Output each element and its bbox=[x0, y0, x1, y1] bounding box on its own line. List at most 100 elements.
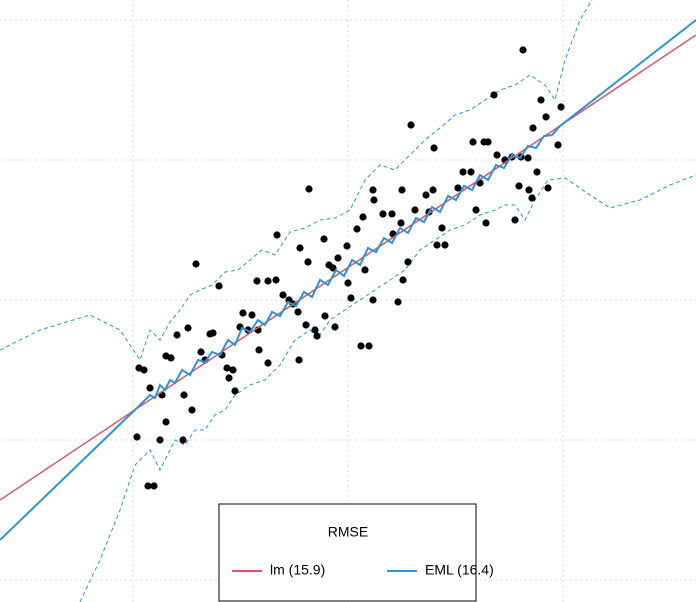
point bbox=[379, 210, 387, 218]
point bbox=[331, 323, 339, 331]
point bbox=[253, 277, 261, 285]
point bbox=[404, 258, 412, 266]
point bbox=[313, 332, 321, 340]
point bbox=[511, 216, 519, 224]
point bbox=[162, 418, 170, 426]
point bbox=[321, 312, 329, 320]
point bbox=[180, 391, 188, 399]
point bbox=[557, 103, 565, 111]
point bbox=[361, 266, 369, 274]
point bbox=[554, 141, 562, 149]
point bbox=[472, 206, 480, 214]
point bbox=[537, 96, 545, 104]
point bbox=[231, 387, 239, 395]
point bbox=[544, 184, 552, 192]
point bbox=[430, 144, 438, 152]
point bbox=[524, 154, 532, 162]
point bbox=[302, 321, 310, 329]
point bbox=[167, 354, 175, 362]
point bbox=[184, 324, 192, 332]
point bbox=[365, 342, 373, 350]
point bbox=[370, 196, 378, 204]
legend-title: RMSE bbox=[328, 524, 368, 540]
point bbox=[533, 168, 541, 176]
point bbox=[144, 482, 152, 490]
point bbox=[229, 366, 237, 374]
point bbox=[305, 185, 313, 193]
point bbox=[398, 186, 406, 194]
point bbox=[179, 436, 187, 444]
point bbox=[433, 241, 441, 249]
point bbox=[133, 433, 141, 441]
point bbox=[394, 298, 402, 306]
point bbox=[225, 374, 233, 382]
point bbox=[206, 330, 214, 338]
point bbox=[438, 224, 446, 232]
point bbox=[353, 225, 361, 233]
point bbox=[264, 277, 272, 285]
point bbox=[311, 326, 319, 334]
point bbox=[197, 348, 205, 356]
point bbox=[525, 186, 533, 194]
point bbox=[273, 231, 281, 239]
point bbox=[223, 364, 231, 372]
point bbox=[493, 151, 501, 159]
point bbox=[272, 276, 280, 284]
point bbox=[146, 384, 154, 392]
point bbox=[357, 342, 365, 350]
point bbox=[542, 113, 550, 121]
point bbox=[369, 296, 377, 304]
point bbox=[528, 194, 536, 202]
legend-label: lm (15.9) bbox=[270, 562, 325, 578]
point bbox=[188, 406, 196, 414]
point bbox=[347, 294, 355, 302]
point bbox=[429, 186, 437, 194]
point bbox=[369, 186, 377, 194]
point bbox=[215, 282, 223, 290]
point bbox=[482, 219, 490, 227]
point bbox=[399, 276, 407, 284]
point bbox=[334, 254, 342, 262]
point bbox=[484, 138, 492, 146]
point bbox=[515, 182, 523, 190]
point bbox=[192, 260, 200, 268]
legend-label: EML (16.4) bbox=[425, 562, 494, 578]
point bbox=[239, 309, 247, 317]
point bbox=[296, 244, 304, 252]
fit-line bbox=[0, 19, 696, 541]
point bbox=[304, 258, 312, 266]
point bbox=[236, 323, 244, 331]
point bbox=[140, 366, 148, 374]
legend: lm (15.9) EML (16.4) bbox=[232, 562, 494, 578]
point bbox=[344, 279, 352, 287]
point bbox=[529, 124, 537, 132]
point bbox=[279, 291, 287, 299]
point bbox=[264, 359, 272, 367]
point bbox=[343, 242, 351, 250]
lower-band bbox=[79, 174, 696, 602]
point bbox=[454, 184, 462, 192]
point bbox=[255, 346, 263, 354]
point bbox=[411, 206, 419, 214]
point bbox=[407, 121, 415, 129]
point bbox=[397, 219, 405, 227]
legend-box bbox=[218, 503, 477, 602]
point bbox=[388, 210, 396, 218]
point bbox=[156, 436, 164, 444]
point bbox=[150, 482, 158, 490]
upper-band bbox=[0, 0, 593, 362]
point bbox=[173, 331, 181, 339]
point bbox=[441, 241, 449, 249]
point bbox=[467, 168, 475, 176]
point bbox=[248, 311, 256, 319]
point bbox=[422, 191, 430, 199]
point bbox=[469, 138, 477, 146]
point bbox=[320, 235, 328, 243]
point bbox=[325, 261, 333, 269]
point bbox=[519, 46, 527, 54]
point bbox=[359, 213, 367, 221]
point bbox=[459, 168, 467, 176]
point bbox=[295, 356, 303, 364]
